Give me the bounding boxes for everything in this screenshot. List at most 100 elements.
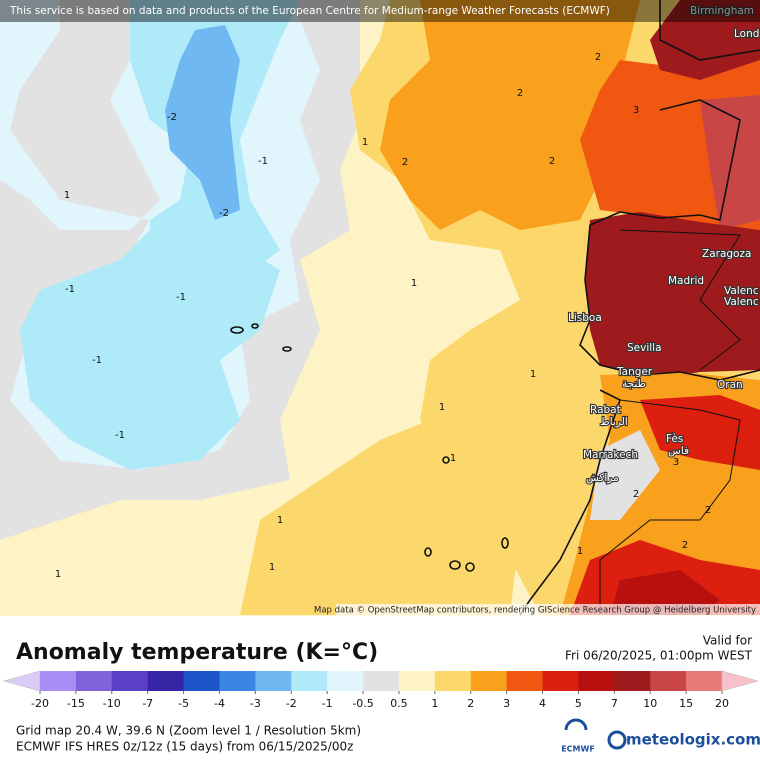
contour-label: 1 <box>577 546 583 557</box>
colorbar-tick-label: 15 <box>679 697 693 710</box>
anomaly-zone <box>650 0 760 80</box>
colorbar-tick-label: -5 <box>178 697 189 710</box>
ecmwf-logo <box>564 718 588 731</box>
anomaly-zone <box>640 395 760 470</box>
contour-label: -1 <box>65 284 75 295</box>
contour-label: 2 <box>705 505 711 516</box>
colorbar-tick-label: 3 <box>503 697 510 710</box>
contour-label: 1 <box>439 402 445 413</box>
contour-label: -2 <box>219 208 229 219</box>
contour-label: 1 <box>450 453 456 464</box>
colorbar-tick-label: 10 <box>643 697 657 710</box>
valid-label: Valid for <box>703 634 752 648</box>
contour-label: 2 <box>402 157 408 168</box>
anomaly-zone <box>585 212 760 380</box>
brand: meteologix.com <box>626 731 760 749</box>
attribution-background <box>336 604 760 616</box>
colorbar-tick-label: -4 <box>214 697 225 710</box>
colorbar-swatch <box>434 671 472 691</box>
contour-label: 1 <box>55 569 61 580</box>
colorbar-swatch <box>363 671 400 691</box>
colorbar-swatch <box>398 671 436 691</box>
colorbar-tick-label: 20 <box>715 697 729 710</box>
contour-label: -1 <box>176 292 186 303</box>
colorbar-swatch <box>506 671 544 691</box>
contour-label: 3 <box>673 457 679 468</box>
city-label: Zaragoza <box>702 248 751 260</box>
colorbar-swatch <box>183 671 220 691</box>
city-label: طنجة <box>622 378 646 390</box>
legend-title: Anomaly temperature (K=°C) <box>16 640 378 665</box>
contour-label: 1 <box>411 278 417 289</box>
contour-label: 1 <box>530 369 536 380</box>
city-label: Rabat <box>590 404 621 416</box>
contour-label: 2 <box>517 88 523 99</box>
colorbar-end <box>2 670 41 692</box>
colorbar-swatch <box>470 671 508 691</box>
city-label: Oran <box>717 379 743 391</box>
colorbar-tick-label: -7 <box>142 697 153 710</box>
model-info: ECMWF IFS HRES 0z/12z (15 days) from 06/… <box>16 740 353 754</box>
colorbar-swatch <box>614 671 651 691</box>
colorbar-swatch <box>686 671 723 691</box>
colorbar-tick-label: 4 <box>539 697 546 710</box>
colorbar-swatch <box>219 671 256 691</box>
city-label: Lond <box>734 28 759 40</box>
colorbar-swatch <box>291 671 328 691</box>
colorbar-swatch <box>40 671 77 691</box>
anomaly-zone <box>20 220 280 470</box>
colorbar-swatch <box>75 671 113 691</box>
colorbar-tick-label: -20 <box>31 697 49 710</box>
colorbar-tick-label: -1 <box>322 697 333 710</box>
colorbar-tick-label: 0.5 <box>390 697 408 710</box>
colorbar-end <box>721 670 760 692</box>
contour-label: 1 <box>277 515 283 526</box>
colorbar-swatch <box>542 671 579 691</box>
city-label: الرباط <box>600 416 628 428</box>
city-label: Madrid <box>668 275 704 287</box>
colorbar-swatch <box>147 671 185 691</box>
contour-label: 3 <box>633 105 639 116</box>
city-label: Lisboa <box>568 312 602 324</box>
anomaly-zone <box>590 430 660 520</box>
colorbar-tick-label: 7 <box>611 697 618 710</box>
colorbar-tick-label: -3 <box>250 697 261 710</box>
colorbar-swatch <box>111 671 149 691</box>
contour-label: -1 <box>258 156 268 167</box>
colorbar-tick-label: 1 <box>431 697 438 710</box>
city-label: Valenc <box>724 296 759 308</box>
city-label: Valenc <box>724 285 759 297</box>
colorbar-swatch <box>650 671 687 691</box>
contour-label: -2 <box>167 112 177 123</box>
map: Birmingham Lond Zaragoza Madrid ValencValenc… <box>0 0 760 616</box>
anomaly-zone <box>165 25 240 220</box>
city-label: فاس <box>668 445 689 457</box>
city-label: Sevilla <box>627 342 662 354</box>
anomaly-zone <box>700 95 760 230</box>
contour-label: 1 <box>362 137 368 148</box>
banner: This service is based on data and produc… <box>9 5 610 17</box>
colorbar-tick-label: -15 <box>67 697 85 710</box>
grid-info: Grid map 20.4 W, 39.6 N (Zoom level 1 / … <box>16 724 361 738</box>
colorbar-swatch <box>578 671 615 691</box>
banner-background <box>0 0 760 22</box>
coastlines <box>519 0 760 616</box>
ecmwf-text: ECMWF <box>561 745 595 754</box>
attribution: Map data © OpenStreetMap contributors, r… <box>314 606 756 616</box>
city-label: Tanger <box>616 366 653 378</box>
islands <box>230 323 509 572</box>
contour-label: 2 <box>633 489 639 500</box>
contour-label: -1 <box>115 430 125 441</box>
valid-time: Fri 06/20/2025, 01:00pm WEST <box>565 649 753 663</box>
colorbar-swatch <box>327 671 364 691</box>
contour-label: 2 <box>595 52 601 63</box>
contour-label: 2 <box>682 540 688 551</box>
contour-label: 1 <box>269 562 275 573</box>
anomaly-zone <box>380 0 640 230</box>
contour-label: 2 <box>549 156 555 167</box>
colorbar-tick-label: 5 <box>575 697 582 710</box>
contour-label: 1 <box>64 190 70 201</box>
colorbar-tick-label: 2 <box>467 697 474 710</box>
city-label: Marrakech <box>583 449 638 461</box>
